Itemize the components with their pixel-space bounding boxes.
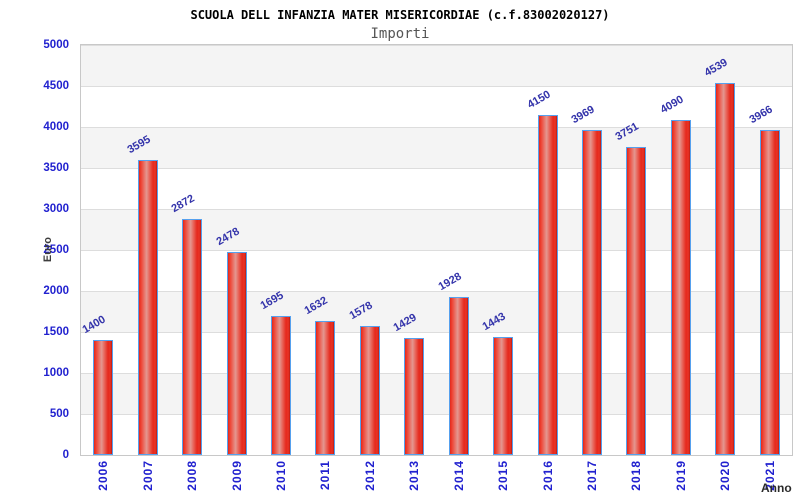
bar-2007 bbox=[137, 160, 158, 455]
value-label-2008: 2872 bbox=[169, 192, 197, 216]
value-label-2012: 1578 bbox=[347, 299, 375, 323]
y-tick-label: 4000 bbox=[43, 121, 69, 133]
chart-subtitle: Importi bbox=[370, 26, 430, 42]
y-tick-label: 1500 bbox=[43, 326, 69, 338]
x-tick-label-2008: 2008 bbox=[170, 460, 214, 500]
x-tick-text: 2020 bbox=[718, 460, 733, 491]
x-tick-text: 2006 bbox=[96, 460, 111, 491]
x-tick-label-2017: 2017 bbox=[570, 460, 614, 500]
x-tick-text: 2017 bbox=[585, 460, 600, 491]
bar-2010 bbox=[270, 316, 291, 455]
bar-2011 bbox=[315, 321, 336, 455]
value-label-2017: 3969 bbox=[569, 103, 597, 127]
x-tick-text: 2009 bbox=[229, 460, 244, 491]
x-tick-label-2009: 2009 bbox=[214, 460, 258, 500]
y-axis-title: Euro bbox=[40, 226, 56, 274]
bar-2020 bbox=[715, 83, 736, 455]
bar-2015 bbox=[493, 337, 514, 455]
y-axis-title-text: Euro bbox=[42, 237, 54, 263]
x-tick-label-2011: 2011 bbox=[303, 460, 347, 500]
x-tick-label-2007: 2007 bbox=[125, 460, 169, 500]
x-tick-label-2014: 2014 bbox=[437, 460, 481, 500]
y-tick-label: 2500 bbox=[43, 244, 69, 256]
bar-2019 bbox=[670, 120, 691, 455]
bar-2008 bbox=[182, 219, 203, 455]
x-tick-text: 2008 bbox=[185, 460, 200, 491]
y-tick-label: 0 bbox=[62, 449, 69, 461]
y-tick-label: 3500 bbox=[43, 162, 69, 174]
x-tick-text: 2007 bbox=[140, 460, 155, 491]
x-tick-label-2012: 2012 bbox=[348, 460, 392, 500]
x-tick-text: 2016 bbox=[540, 460, 555, 491]
x-tick-label-2006: 2006 bbox=[81, 460, 125, 500]
y-tick-label: 5000 bbox=[43, 39, 69, 51]
value-label-2020: 4539 bbox=[702, 56, 731, 80]
plot-area: 1400 3595 2872 2478 1695 1632 1578 1429 1928 1443… bbox=[80, 44, 793, 456]
bar-2018 bbox=[626, 147, 647, 455]
value-label-2021: 3966 bbox=[747, 103, 775, 127]
y-tick-label: 3000 bbox=[43, 203, 69, 215]
bar-2016 bbox=[537, 115, 558, 455]
bar-2014 bbox=[448, 297, 469, 455]
x-tick-label-2015: 2015 bbox=[481, 460, 525, 500]
x-tick-text: 2015 bbox=[496, 460, 511, 491]
value-label-2013: 1429 bbox=[391, 311, 419, 335]
chart-title: SCUOLA DELL INFANZIA MATER MISERICORDIAE… bbox=[190, 8, 610, 22]
x-tick-label-2010: 2010 bbox=[259, 460, 303, 500]
x-tick-text: 2012 bbox=[362, 460, 377, 491]
x-tick-label-2016: 2016 bbox=[525, 460, 569, 500]
bar-2006 bbox=[93, 340, 114, 455]
value-label-2014: 1928 bbox=[436, 270, 464, 294]
x-tick-text: 2018 bbox=[629, 460, 644, 491]
value-label-2018: 3751 bbox=[613, 120, 642, 144]
x-tick-label-2013: 2013 bbox=[392, 460, 436, 500]
value-label-2011: 1632 bbox=[302, 294, 331, 318]
x-tick-label-2018: 2018 bbox=[614, 460, 658, 500]
bar-2012 bbox=[359, 326, 380, 455]
y-tick-label: 2000 bbox=[43, 285, 69, 297]
x-tick-text: 2019 bbox=[673, 460, 688, 491]
value-label-2007: 3595 bbox=[125, 133, 153, 157]
y-tick-label: 500 bbox=[49, 408, 69, 420]
value-label-2006: 1400 bbox=[80, 313, 108, 337]
bar-2013 bbox=[404, 338, 425, 455]
bar-2009 bbox=[226, 252, 247, 455]
value-label-2009: 2478 bbox=[214, 225, 242, 249]
value-label-2019: 4090 bbox=[658, 93, 686, 117]
x-tick-text: 2014 bbox=[451, 460, 466, 491]
value-label-2015: 1443 bbox=[480, 310, 508, 334]
value-label-2016: 4150 bbox=[525, 88, 553, 112]
x-tick-text: 2011 bbox=[318, 460, 333, 491]
x-tick-text: 2010 bbox=[273, 460, 288, 491]
x-axis-title: Anno bbox=[761, 481, 792, 495]
x-tick-text: 2013 bbox=[407, 460, 422, 491]
x-tick-label-2020: 2020 bbox=[703, 460, 747, 500]
value-label-2010: 1695 bbox=[258, 289, 286, 313]
bar-2021 bbox=[759, 130, 780, 455]
x-tick-label-2019: 2019 bbox=[659, 460, 703, 500]
y-tick-label: 4500 bbox=[43, 80, 69, 92]
bar-2017 bbox=[582, 130, 603, 455]
y-tick-label: 1000 bbox=[43, 367, 69, 379]
